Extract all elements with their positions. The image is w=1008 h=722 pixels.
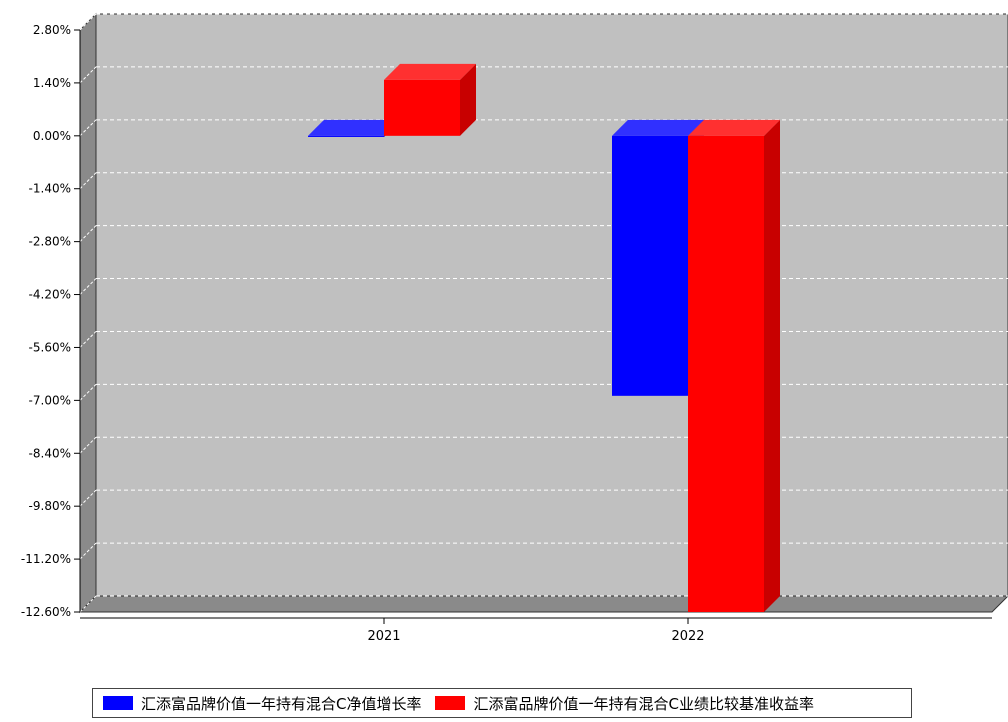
bar-top <box>384 64 476 80</box>
bar-front <box>688 136 764 612</box>
y-tick-label: -7.00% <box>29 393 71 407</box>
y-tick-label: 1.40% <box>33 76 71 90</box>
y-tick-label: 0.00% <box>33 129 71 143</box>
bar-top <box>688 120 780 136</box>
plot-floor <box>80 596 1008 612</box>
y-tick-label: -4.20% <box>29 288 71 302</box>
y-tick-label: -1.40% <box>29 182 71 196</box>
y-tick-label: -5.60% <box>29 340 71 354</box>
bar-front <box>612 136 688 396</box>
legend-item-series-1: 汇添富品牌价值一年持有混合C净值增长率 <box>103 693 421 714</box>
y-tick-label: 2.80% <box>33 23 71 37</box>
legend-swatch-series-2 <box>435 696 465 710</box>
x-tick-label-2021: 2021 <box>367 629 400 644</box>
y-tick-label: -8.40% <box>29 446 71 460</box>
bar-top <box>612 120 704 136</box>
x-tick-label-2022: 2022 <box>671 629 704 644</box>
legend-item-series-2: 汇添富品牌价值一年持有混合C业绩比较基准收益率 <box>435 693 813 714</box>
bar-chart: 2.80% 1.40% 0.00% -1.40% -2.80% -4.20% -5.60% -… <box>0 0 1008 690</box>
y-tick-label: -11.20% <box>21 552 71 566</box>
legend-swatch-series-1 <box>103 696 133 710</box>
bar-series-2-2021 <box>384 64 476 136</box>
y-tick-label: -9.80% <box>29 499 71 513</box>
plot-side-wall <box>80 14 96 612</box>
legend: 汇添富品牌价值一年持有混合C净值增长率 汇添富品牌价值一年持有混合C业绩比较基准… <box>92 688 912 718</box>
bar-side <box>764 120 780 612</box>
bar-front <box>384 80 460 136</box>
bar-series-2-2022 <box>688 120 780 612</box>
bar-front <box>308 136 384 137</box>
legend-label-series-1: 汇添富品牌价值一年持有混合C净值增长率 <box>141 693 421 714</box>
y-tick-label: -2.80% <box>29 235 71 249</box>
plot-back-wall <box>96 14 1008 596</box>
y-tick-label: -12.60% <box>21 605 71 619</box>
legend-label-series-2: 汇添富品牌价值一年持有混合C业绩比较基准收益率 <box>473 693 813 714</box>
